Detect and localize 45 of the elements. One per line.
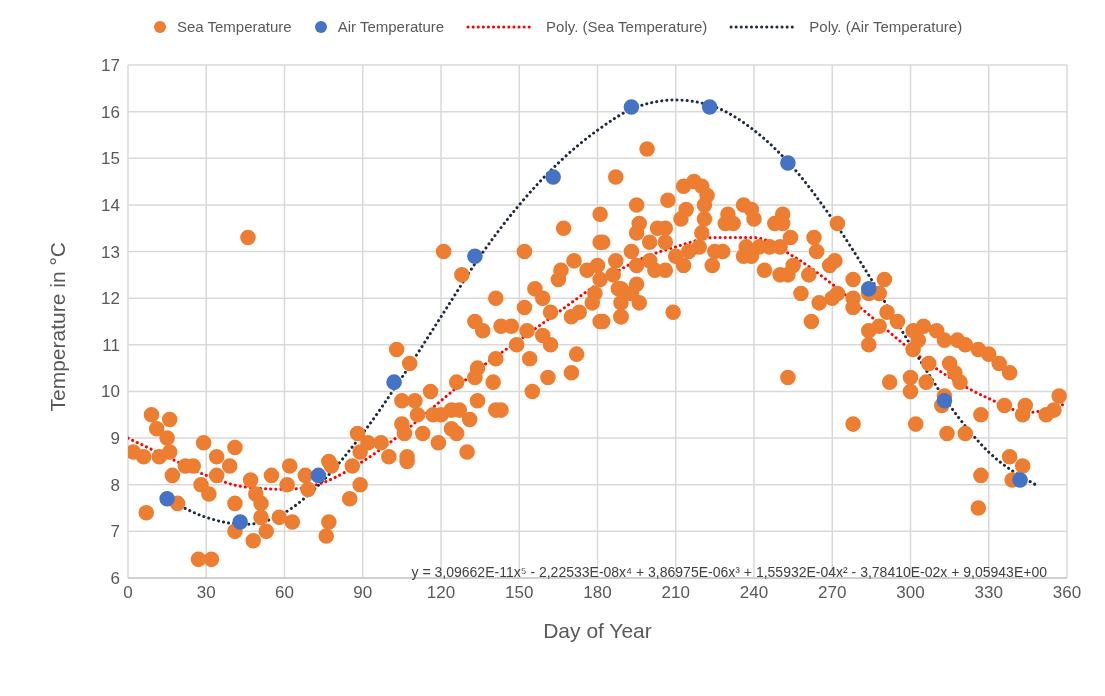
x-tick-label: 210 bbox=[661, 583, 690, 603]
point bbox=[623, 99, 640, 115]
x-tick-label: 30 bbox=[196, 583, 216, 603]
line-series bbox=[128, 236, 1067, 491]
point bbox=[386, 374, 402, 390]
point bbox=[545, 169, 561, 185]
x-axis-title: Day of Year bbox=[543, 619, 652, 642]
y-axis-title: Temperature in °C bbox=[46, 242, 70, 412]
point bbox=[936, 393, 953, 409]
point bbox=[860, 281, 877, 297]
x-tick-label: 240 bbox=[739, 583, 769, 603]
x-tick-label: 60 bbox=[275, 583, 294, 603]
y-tick-label: 14 bbox=[101, 195, 120, 215]
legend-label: Poly. (Air Temperature) bbox=[809, 18, 963, 35]
point bbox=[467, 248, 483, 264]
point bbox=[701, 99, 718, 115]
point bbox=[1012, 472, 1028, 488]
legend-label: Sea Temperature bbox=[176, 18, 292, 35]
y-tick-label: 12 bbox=[101, 289, 120, 309]
legend-label: Poly. (Sea Temperature) bbox=[546, 18, 708, 35]
x-tick-label: 330 bbox=[974, 583, 1003, 603]
point bbox=[780, 155, 796, 171]
legend-label: Air Temperature bbox=[337, 18, 445, 35]
y-tick-label: 17 bbox=[101, 56, 120, 76]
y-tick-label: 8 bbox=[110, 475, 120, 495]
x-tick-label: 180 bbox=[583, 583, 612, 603]
point bbox=[232, 514, 248, 530]
x-tick-label: 120 bbox=[426, 583, 456, 603]
x-tick-label: 270 bbox=[818, 583, 847, 603]
x-tick-label: 150 bbox=[505, 583, 534, 603]
y-tick-label: 13 bbox=[101, 242, 120, 262]
y-tick-label: 16 bbox=[101, 102, 120, 122]
y-tick-label: 9 bbox=[110, 429, 120, 449]
y-tick-label: 11 bbox=[102, 335, 120, 355]
y-tick-label: 15 bbox=[101, 149, 120, 169]
point bbox=[310, 467, 327, 484]
y-tick-label: 6 bbox=[110, 569, 120, 589]
x-tick-label: 0 bbox=[123, 583, 133, 603]
annotation: y = 3,09662E-11x⁵ - 2,22533E-08x⁴ + 3,86975E-06x³ + 1,55932E-04x² - 3,78410E-02x + 9,05943E+00 bbox=[411, 564, 1047, 580]
point bbox=[159, 490, 175, 507]
y-tick-label: 10 bbox=[101, 382, 120, 402]
y-tick-label: 7 bbox=[110, 522, 120, 542]
x-tick-label: 300 bbox=[896, 583, 925, 603]
x-tick-label: 90 bbox=[353, 583, 373, 603]
x-tick-label: 360 bbox=[1052, 583, 1082, 603]
